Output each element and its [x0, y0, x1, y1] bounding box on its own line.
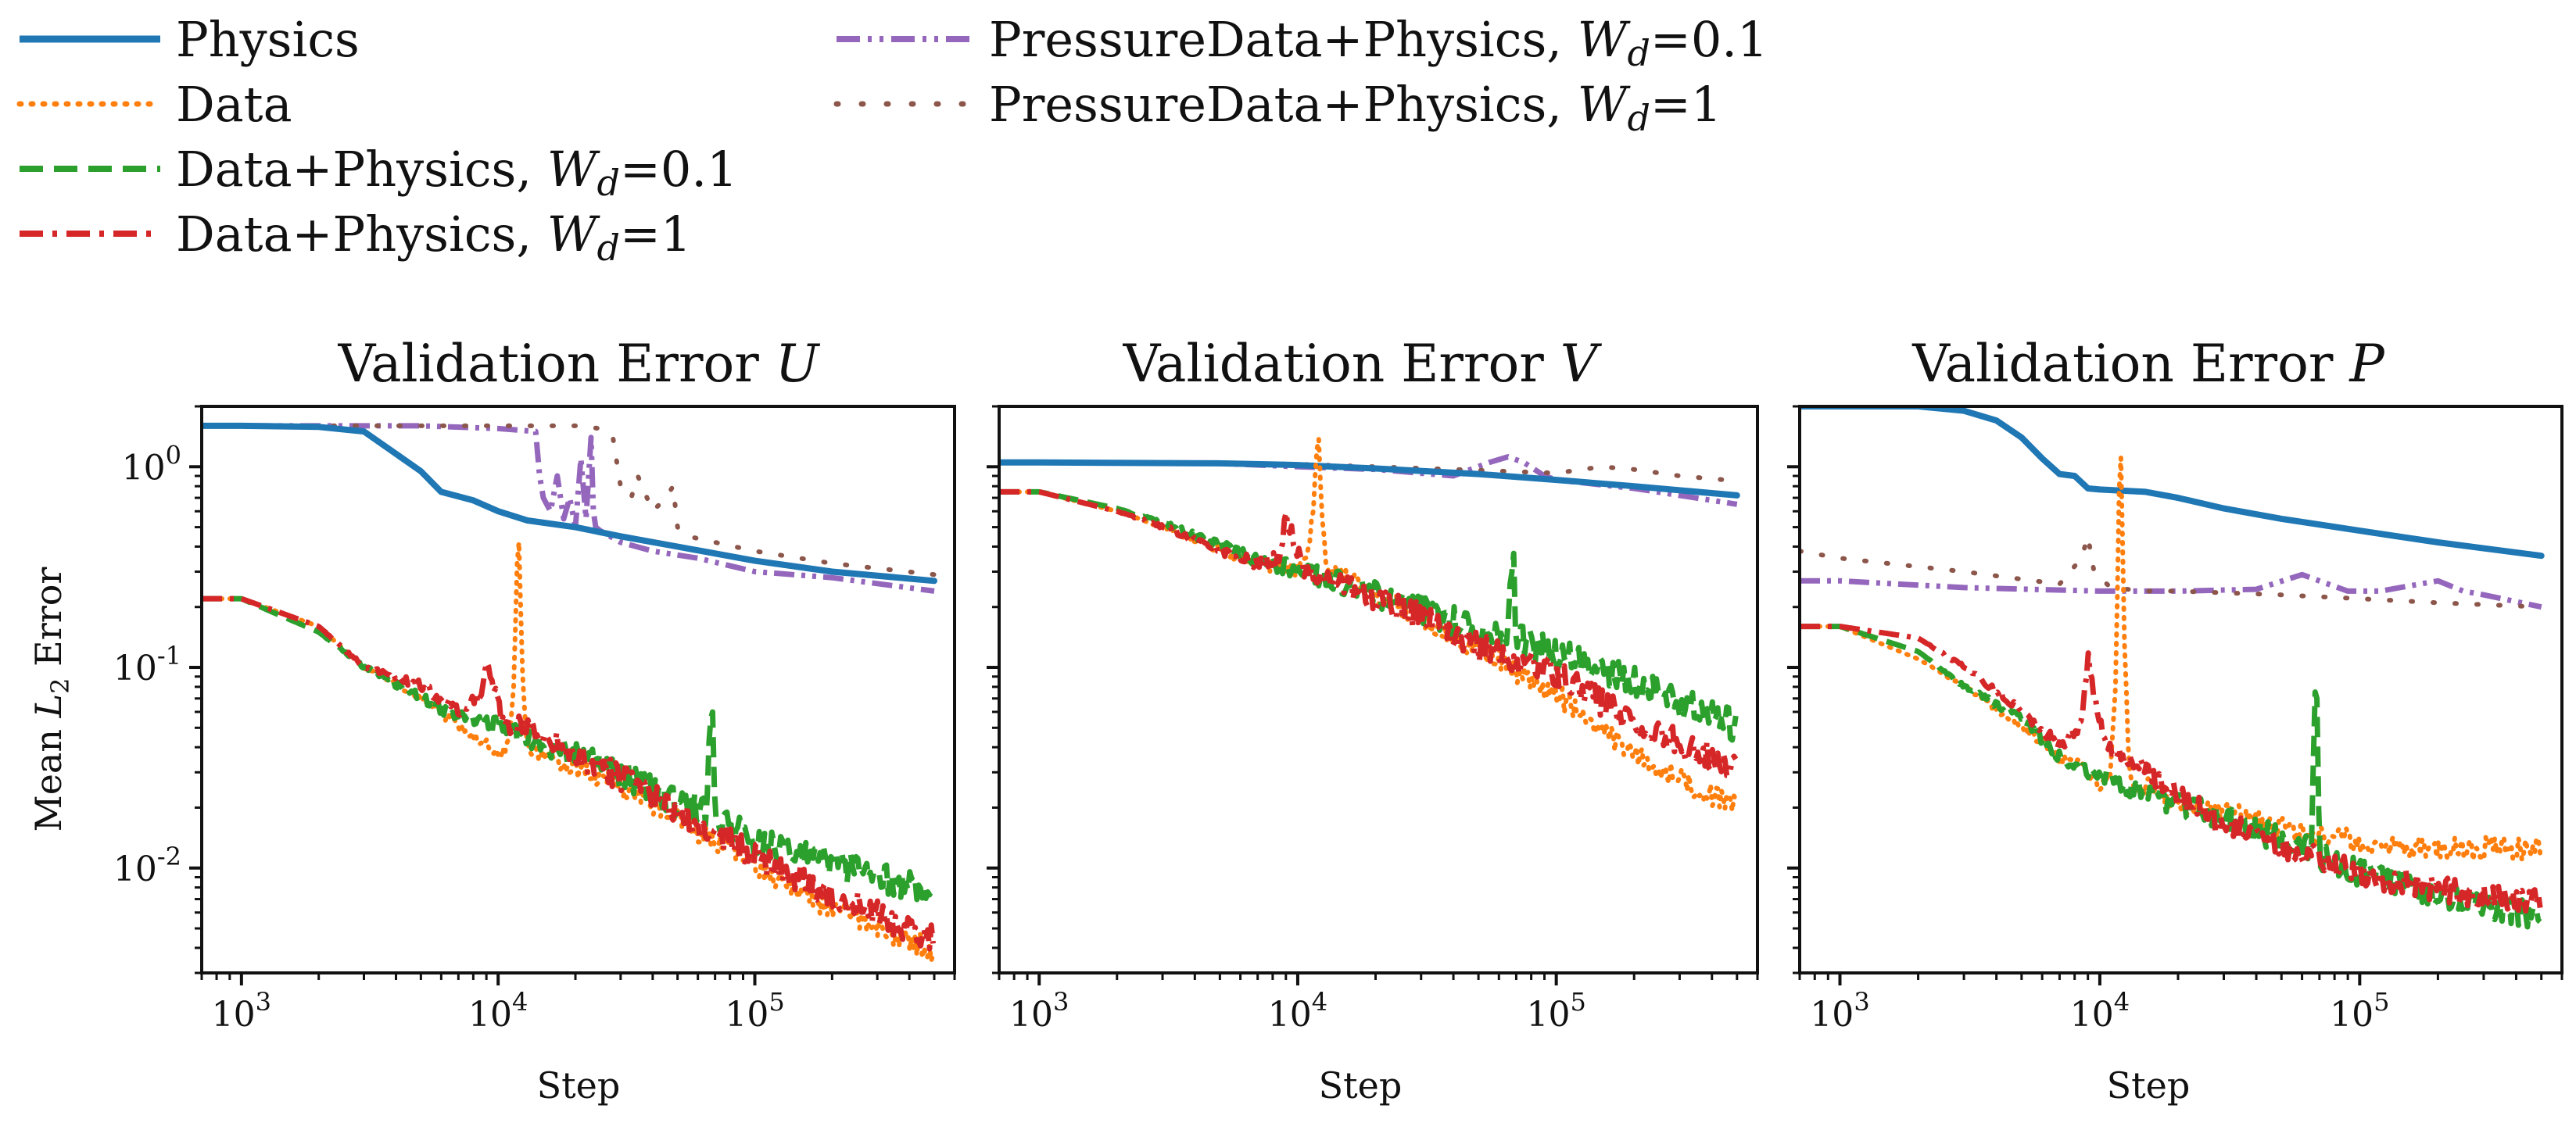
series-group: [1800, 406, 2545, 930]
series-line-data-physics-idx3: [999, 488, 1739, 779]
x-tick-label: 104: [2070, 987, 2130, 1035]
series-line-dataidx1: [999, 436, 1739, 814]
panel-title-u: Validation Error U: [338, 334, 821, 394]
series-line-data-physics-idx2: [1800, 624, 2542, 930]
y-tick-label: 10-1: [113, 641, 181, 688]
x-tick-label: 103: [212, 987, 271, 1035]
y-tick-label: 10-2: [113, 842, 181, 889]
x-tick-label: 105: [725, 987, 784, 1035]
y-tick-label: 100: [122, 440, 181, 488]
x-axis-label-p: Step: [2107, 1064, 2191, 1107]
legend-label-pressure-wd1: PressureData+Physics, Wd=1: [989, 76, 1722, 139]
x-axis-label-u: Step: [537, 1064, 621, 1107]
legend-label-data-physics-wd01: Data+Physics, Wd=0.1: [176, 141, 738, 204]
x-tick-label: 104: [468, 987, 528, 1035]
series-line-data-physics-idx3: [202, 595, 936, 952]
series-line-pressuredata-physics-idx5: [999, 460, 1739, 484]
x-axis-label-v: Step: [1319, 1064, 1403, 1107]
panel-title-p: Validation Error P: [1911, 334, 2385, 394]
legend-label-data: Data: [176, 76, 292, 133]
series-group: [999, 436, 1740, 814]
x-tick-label: 105: [1526, 987, 1585, 1035]
series-line-pressuredata-physics-idx4: [999, 454, 1738, 507]
series-line-data-physics-idx2: [999, 488, 1739, 743]
panel-v: 103 104 105: [987, 405, 1759, 1035]
legend-label-pressure-wd01: PressureData+Physics, Wd=0.1: [989, 11, 1768, 74]
x-tick-label: 105: [2330, 987, 2389, 1035]
series-line-physicsidx0: [1800, 406, 2545, 560]
series-line-pressuredata-physics-idx5: [202, 423, 937, 578]
series-line-physicsidx0: [999, 459, 1740, 499]
y-axis-label: Mean L2 Error: [27, 567, 75, 832]
plot-frame: [998, 405, 1759, 974]
x-tick-label: 104: [1268, 987, 1327, 1035]
panel-p: 103 104 105: [1787, 405, 2563, 1035]
x-tick-label: 103: [1810, 987, 1869, 1035]
panel-title-v: Validation Error V: [1123, 334, 1603, 394]
series-group: [202, 422, 937, 964]
plot-frame: [200, 405, 956, 974]
legend-label-data-physics-wd1: Data+Physics, Wd=1: [176, 206, 691, 269]
series-line-pressuredata-physics-idx5: [1800, 534, 2544, 610]
x-tick-label: 103: [1009, 987, 1069, 1035]
plot-frame: [1798, 405, 2563, 974]
series-line-data-physics-idx3: [1800, 624, 2543, 914]
series-line-data-physics-idx2: [202, 595, 936, 903]
legend-label-physics: Physics: [176, 11, 360, 68]
series-line-physicsidx0: [202, 422, 937, 585]
legend: Physics Data Data+Physics, Wd=0.1 Data+P…: [16, 11, 1768, 269]
series-line-pressuredata-physics-idx4: [202, 423, 935, 594]
series-line-pressuredata-physics-idx4: [1800, 571, 2542, 610]
panel-u: 103 104 105 100 10-1 10-2: [113, 405, 956, 1035]
